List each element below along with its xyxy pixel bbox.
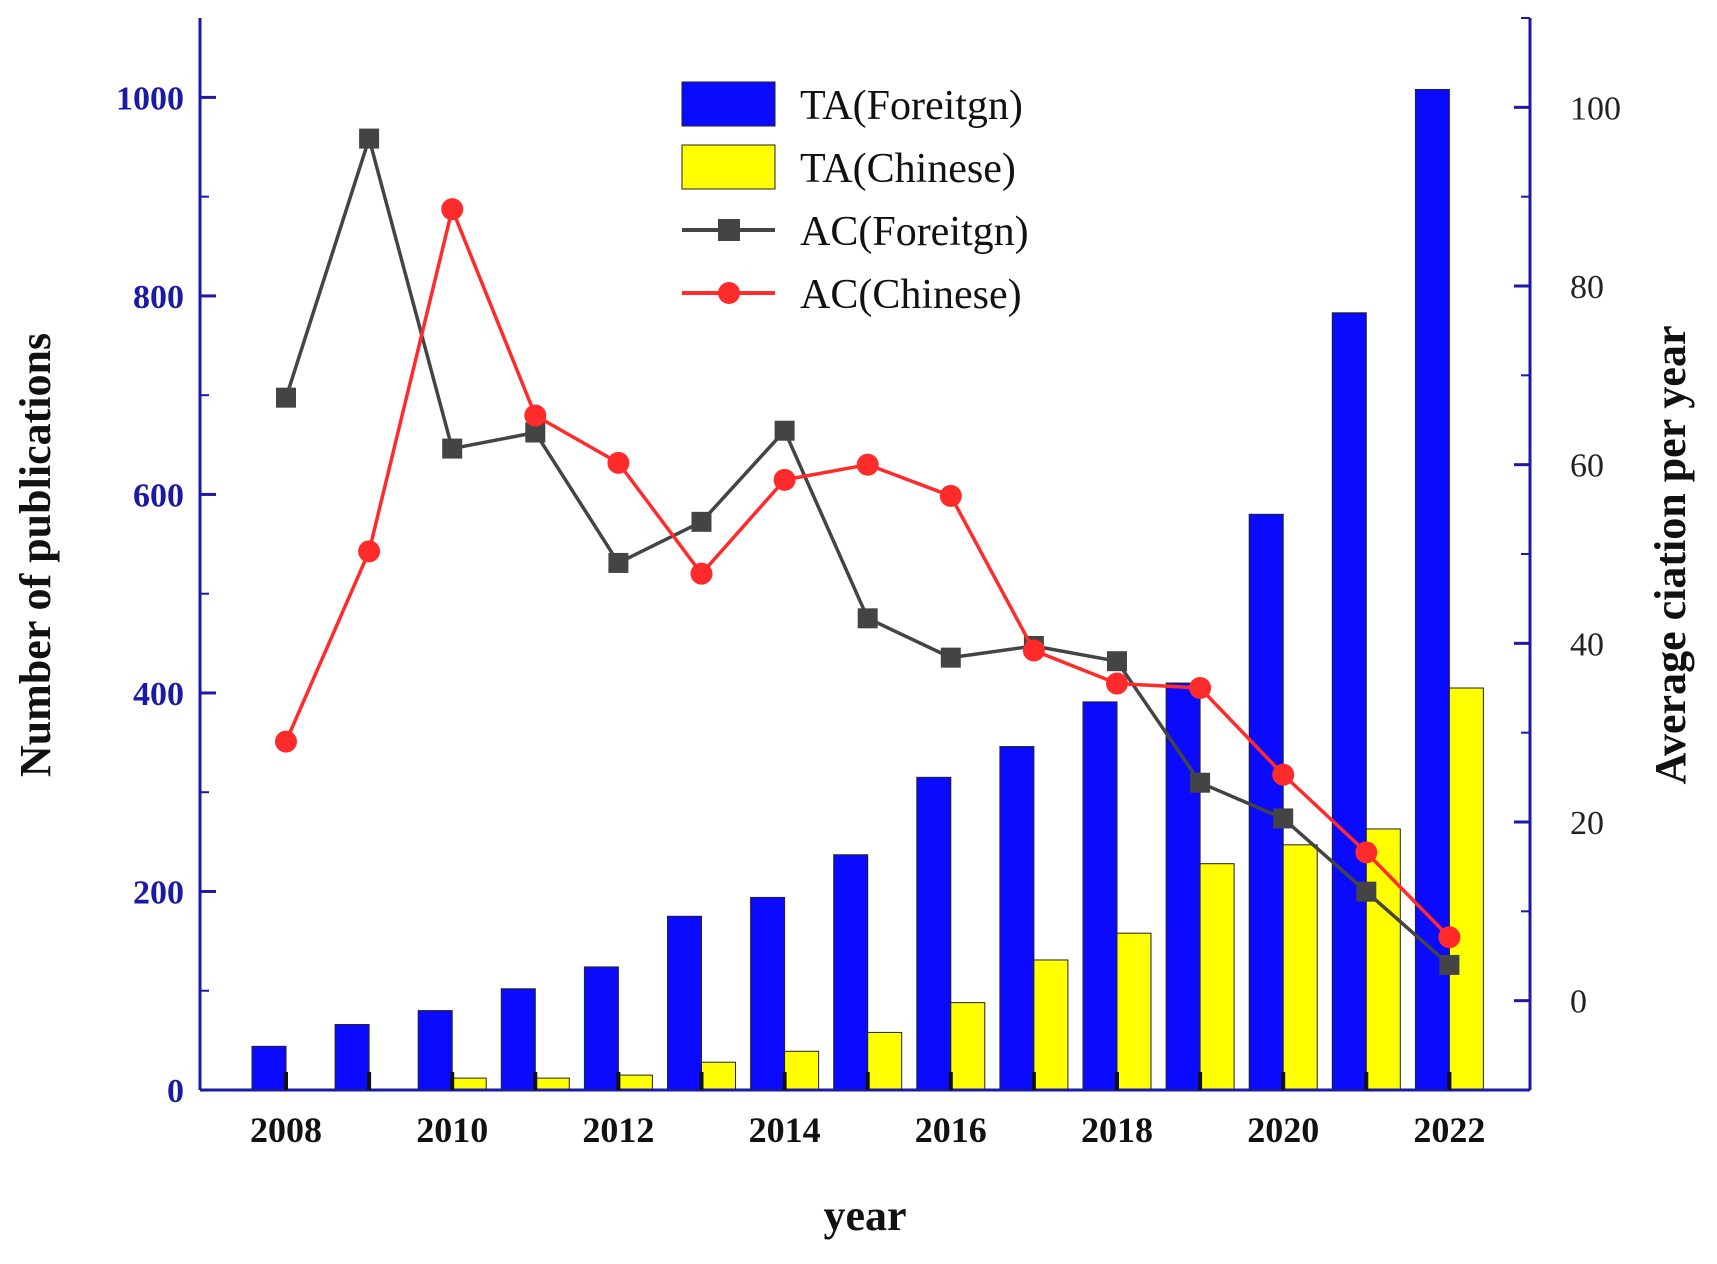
left-tick-label-1000: 1000 xyxy=(116,80,184,117)
point-acforeitgn-2018 xyxy=(1107,651,1127,672)
bar-taforeitgn-2018 xyxy=(1082,701,1118,1091)
legend-label-tachinese: TA(Chinese) xyxy=(800,146,1016,192)
point-acforeitgn-2021 xyxy=(1356,881,1377,902)
point-acchinese-2012 xyxy=(607,451,630,474)
legend-label-acchinese: AC(Chinese) xyxy=(800,272,1022,318)
bar-tachinese-2020 xyxy=(1282,844,1318,1091)
point-acchinese-2011 xyxy=(524,404,547,427)
bar-tachinese-2021 xyxy=(1365,828,1401,1091)
point-acforeitgn-2012 xyxy=(608,552,629,573)
x-tick-label-2022: 2022 xyxy=(1413,1110,1485,1150)
point-acchinese-2019 xyxy=(1189,677,1212,699)
point-acforeitgn-2019 xyxy=(1190,772,1211,793)
point-acchinese-2009 xyxy=(358,540,381,563)
point-acchinese-2010 xyxy=(441,198,464,221)
bar-tachinese-2013 xyxy=(701,1061,736,1091)
bar-tachinese-2016 xyxy=(950,1002,986,1091)
point-acforeitgn-2022 xyxy=(1439,954,1460,975)
bar-taforeitgn-2012 xyxy=(583,966,619,1091)
point-acforeitgn-2014 xyxy=(774,420,795,441)
bar-taforeitgn-2020 xyxy=(1248,513,1284,1091)
point-acchinese-2016 xyxy=(939,484,962,507)
bar-tachinese-2012 xyxy=(617,1074,653,1091)
bar-tachinese-2014 xyxy=(784,1050,820,1091)
x-axis-title: year xyxy=(823,1191,906,1240)
bar-taforeitgn-2021 xyxy=(1331,312,1367,1091)
bar-taforeitgn-2013 xyxy=(667,915,702,1091)
point-acchinese-2015 xyxy=(856,453,879,476)
point-acchinese-2022 xyxy=(1438,926,1461,949)
bar-layer xyxy=(251,88,1484,1091)
point-acforeitgn-2015 xyxy=(857,608,878,629)
bar-taforeitgn-2019 xyxy=(1165,682,1201,1091)
legend: TA(Foreitgn) TA(Chinese) AC(Foreitgn) AC(Ch… xyxy=(681,81,1029,318)
point-acforeitgn-2020 xyxy=(1273,808,1294,829)
point-acchinese-2020 xyxy=(1272,763,1295,786)
bar-taforeitgn-2014 xyxy=(750,896,786,1091)
legend-marker-acchinese xyxy=(718,282,740,304)
right-tick-label-60: 60 xyxy=(1570,448,1604,485)
axes-layer: 0 200 400 600 800 1000 0 20 40 60 80 100 2008 2010 201… xyxy=(11,17,1695,1240)
point-acchinese-2017 xyxy=(1022,639,1045,662)
point-acforeitgn-2016 xyxy=(940,647,961,668)
bar-taforeitgn-2008 xyxy=(251,1045,287,1091)
point-acforeitgn-2009 xyxy=(359,128,380,149)
point-acchinese-2008 xyxy=(275,730,297,753)
right-tick-label-0: 0 xyxy=(1570,984,1587,1021)
point-acforeitgn-2011 xyxy=(525,422,546,443)
bar-taforeitgn-2016 xyxy=(916,776,952,1091)
point-acchinese-2013 xyxy=(690,562,713,585)
bar-tachinese-2018 xyxy=(1116,932,1152,1091)
left-tick-label-800: 800 xyxy=(133,279,184,316)
bar-tachinese-2022 xyxy=(1448,687,1484,1091)
left-axis-title: Number of publications xyxy=(11,333,60,777)
right-tick-label-80: 80 xyxy=(1570,269,1604,306)
bar-tachinese-2011 xyxy=(534,1077,570,1091)
right-tick-label-20: 20 xyxy=(1570,805,1604,842)
bar-tachinese-2019 xyxy=(1199,863,1235,1091)
x-tick-label-2016: 2016 xyxy=(915,1110,987,1150)
point-acchinese-2014 xyxy=(773,468,796,491)
x-tick-label-2014: 2014 xyxy=(749,1110,821,1150)
bar-tachinese-2010 xyxy=(451,1077,487,1091)
right-tick-label-100: 100 xyxy=(1570,90,1621,127)
right-axis-title: Average ciation per year xyxy=(1646,326,1695,785)
legend-label-acforeitgn: AC(Foreitgn) xyxy=(800,209,1029,255)
bar-taforeitgn-2022 xyxy=(1414,88,1450,1091)
legend-marker-acforeitgn xyxy=(718,219,740,241)
bar-tachinese-2017 xyxy=(1033,959,1069,1091)
x-tick-label-2008: 2008 xyxy=(250,1110,322,1150)
bar-taforeitgn-2009 xyxy=(334,1023,370,1091)
bar-taforeitgn-2011 xyxy=(500,988,536,1091)
bar-taforeitgn-2017 xyxy=(999,746,1035,1091)
bar-taforeitgn-2010 xyxy=(417,1010,453,1091)
x-tick-label-2018: 2018 xyxy=(1081,1110,1153,1150)
left-tick-label-0: 0 xyxy=(167,1073,184,1110)
point-acforeitgn-2010 xyxy=(442,438,463,459)
point-acforeitgn-2008 xyxy=(276,387,296,408)
left-tick-label-600: 600 xyxy=(133,477,184,514)
legend-label-taforeitgn: TA(Foreitgn) xyxy=(800,83,1023,129)
left-tick-label-400: 400 xyxy=(133,676,184,713)
left-tick-label-200: 200 xyxy=(133,874,184,911)
point-acforeitgn-2013 xyxy=(691,511,712,532)
legend-swatch-tachinese xyxy=(681,144,776,190)
x-tick-label-2012: 2012 xyxy=(582,1110,654,1150)
point-acchinese-2021 xyxy=(1355,841,1378,864)
x-tick-label-2020: 2020 xyxy=(1247,1110,1319,1150)
line-layer xyxy=(275,128,1461,975)
bar-tachinese-2015 xyxy=(867,1031,903,1091)
point-acchinese-2018 xyxy=(1106,672,1128,695)
x-tick-label-2010: 2010 xyxy=(416,1110,488,1150)
bar-taforeitgn-2015 xyxy=(833,854,869,1091)
right-tick-label-40: 40 xyxy=(1570,626,1604,663)
legend-swatch-taforeitgn xyxy=(681,81,776,127)
